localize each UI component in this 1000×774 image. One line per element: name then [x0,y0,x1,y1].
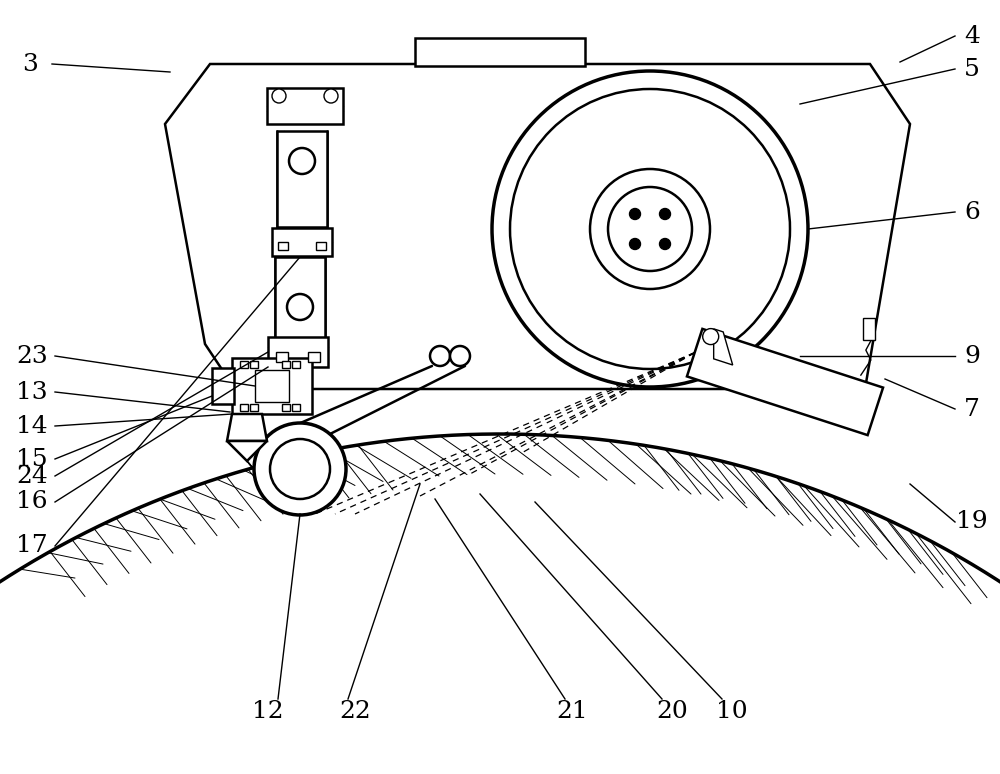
Bar [240,404,248,411]
Circle shape [450,346,470,366]
Text: 22: 22 [339,700,371,724]
Circle shape [270,439,330,499]
Polygon shape [227,441,267,461]
Text: 15: 15 [16,447,48,471]
Bar [276,352,288,362]
Circle shape [289,148,315,174]
Text: 19: 19 [956,511,988,533]
Bar [415,38,585,66]
Bar [267,88,343,124]
Text: 20: 20 [656,700,688,724]
Polygon shape [714,329,733,365]
Circle shape [590,169,710,289]
Text: 12: 12 [252,700,284,724]
Circle shape [287,294,313,320]
Bar [250,404,258,411]
Text: 14: 14 [16,415,48,437]
Circle shape [630,208,640,220]
Bar [282,404,290,411]
Bar [863,318,875,340]
Circle shape [492,71,808,387]
Text: 4: 4 [964,25,980,47]
Circle shape [660,208,670,220]
Bar [250,361,258,368]
Bar [240,361,248,368]
Bar [268,337,328,367]
Bar [232,358,312,414]
Circle shape [254,423,346,515]
Text: 24: 24 [16,464,48,488]
Text: 7: 7 [964,398,980,420]
Bar [278,242,288,250]
Text: 16: 16 [16,491,48,513]
Text: 13: 13 [16,381,48,403]
Text: 3: 3 [22,53,38,76]
Bar [292,404,300,411]
Bar [282,361,290,368]
Bar [308,352,320,362]
Circle shape [324,89,338,103]
Bar [272,228,332,256]
Text: 10: 10 [716,700,748,724]
Bar [316,242,326,250]
Polygon shape [165,64,910,389]
Text: 9: 9 [964,344,980,368]
Circle shape [630,238,640,249]
Bar [277,131,327,227]
Circle shape [703,329,719,344]
Bar [275,257,325,341]
Circle shape [608,187,692,271]
Polygon shape [0,434,1000,774]
Text: 5: 5 [964,57,980,80]
Polygon shape [227,414,267,441]
Text: 23: 23 [16,344,48,368]
Circle shape [272,89,286,103]
Bar [255,370,289,402]
Circle shape [430,346,450,366]
Circle shape [660,238,670,249]
Text: 21: 21 [556,700,588,724]
Circle shape [510,89,790,369]
Text: 6: 6 [964,200,980,224]
Polygon shape [687,329,883,435]
Bar [212,368,234,404]
Bar [292,361,300,368]
Text: 17: 17 [16,535,48,557]
